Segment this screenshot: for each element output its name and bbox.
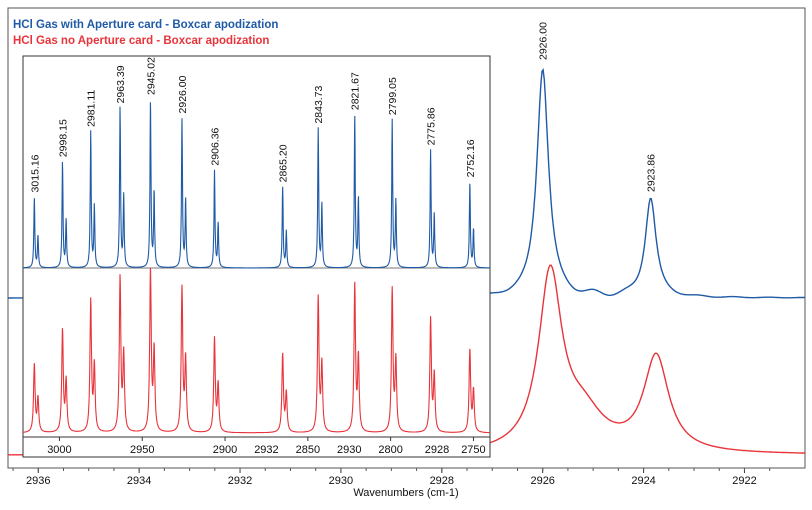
inset-series-blue-line [23,102,490,269]
inset-series-red-line [22,267,490,434]
inset-peak-label: 2945.02 [145,57,157,95]
x-axis: 2936 2934 2932 2930 2928 2926 2924 2922 [12,468,771,487]
main-peak-label: 2923.86 [646,154,658,192]
inset-peak-label: 2981.11 [86,90,98,127]
inset-x-tick-label: 3000 [47,444,71,456]
x-axis-title: Wavenumbers (cm-1) [353,487,458,499]
inset-peak-label: 2906.36 [210,127,222,165]
plot-frame [7,7,806,469]
inset-x-tick-label: 2928 [425,444,449,456]
inset-peak-labels: 3015.16 2998.15 2981.11 2963.39 2945.02 2926.… [29,57,477,193]
inset-peak-label: 2843.73 [313,85,325,123]
inset-x-tick-label: 2932 [254,444,278,456]
inset-chart: 3000 2950 2900 2850 2800 2750 2932 2930 2928 301… [22,55,491,458]
inset-peak-label: 3015.16 [29,154,41,192]
inset-peak-label: 2752.16 [465,139,477,177]
inset-x-axis: 3000 2950 2900 2850 2800 2750 2932 2930 2928 [23,436,490,456]
inset-peak-label: 2775.86 [426,107,438,145]
inset-peak-label: 2865.20 [278,144,290,182]
x-tick-label: 2930 [329,475,353,487]
x-tick-label: 2934 [127,475,151,487]
inset-peak-label: 2821.67 [350,72,362,110]
x-tick-label: 2926 [530,475,554,487]
x-tick-label: 2932 [228,475,252,487]
legend-entry-blue: HCl Gas with Aperture card - Boxcar apod… [13,19,278,31]
inset-x-tick-label: 2900 [213,444,237,456]
inset-peak-label: 2926.00 [177,75,189,113]
inset-x-tick-label: 2850 [296,444,320,456]
inset-peak-label: 2963.39 [115,65,127,103]
x-tick-label: 2922 [732,475,756,487]
x-tick-label: 2924 [631,475,655,487]
inset-x-tick-label: 2950 [130,444,154,456]
main-peak-labels: 2926.00 2923.86 [538,22,658,192]
inset-x-tick-label: 2750 [461,444,485,456]
legend-entry-red: HCl Gas no Aperture card - Boxcar apodiz… [13,35,269,47]
inset-x-tick-label: 2800 [378,444,402,456]
inset-frame [22,55,491,458]
inset-peak-label: 2998.15 [57,119,69,157]
main-peak-label: 2926.00 [538,22,550,60]
inset-x-tick-label: 2930 [337,444,361,456]
x-tick-label: 2928 [430,475,454,487]
inset-peak-label: 2799.05 [387,77,399,115]
inset-series-group [22,102,490,434]
x-tick-label: 2936 [26,475,50,487]
